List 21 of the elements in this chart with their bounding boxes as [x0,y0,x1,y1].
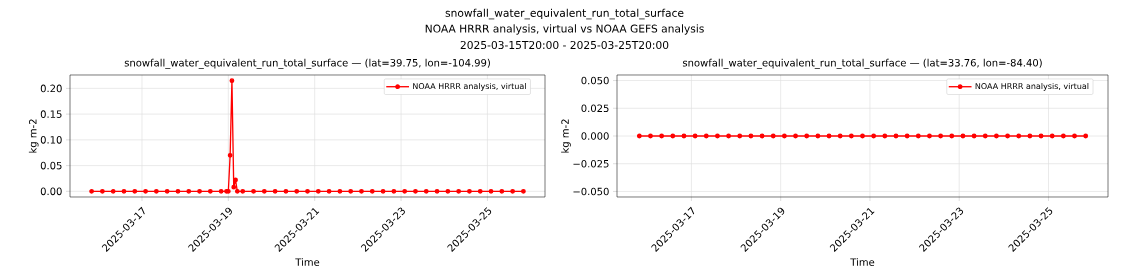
chart-title: snowfall_water_equivalent_run_total_surface — (lat=39.75, lon=-104.99) [124,58,490,69]
y-tick-label: −0.025 [573,159,609,168]
chart-title: snowfall_water_equivalent_run_total_surface — (lat=33.76, lon=-84.40) [682,58,1042,69]
y-tick-label: 0.10 [40,136,62,144]
text: NOAA HRRR analysis, virtual vs NOAA GEFS analysis [425,24,704,35]
y-tick-label: 0.20 [40,84,62,93]
y-axis-title: kg m-2 [28,119,39,153]
y-tick-label: 0.00 [40,187,62,196]
y-tick-label: 0.05 [40,161,62,170]
x-axis-title: Time [850,258,875,266]
y-tick-label: 0.000 [581,132,609,140]
text: 2025-03-15T20:00 - 2025-03-25T20:00 [460,40,669,50]
y-tick-label: −0.050 [573,187,609,196]
y-tick-label: 0.025 [581,104,609,113]
y-axis-title: kg m-2 [561,119,571,153]
y-tick-label: 0.050 [581,76,609,85]
legend-label: NOAA HRRR analysis, virtual [413,82,526,91]
text: snowfall_water_equivalent_run_total_surface [445,8,684,20]
legend-label: NOAA HRRR analysis, virtual [975,82,1089,91]
x-axis-title: Time [295,258,320,266]
y-tick-label: 0.15 [40,110,62,118]
